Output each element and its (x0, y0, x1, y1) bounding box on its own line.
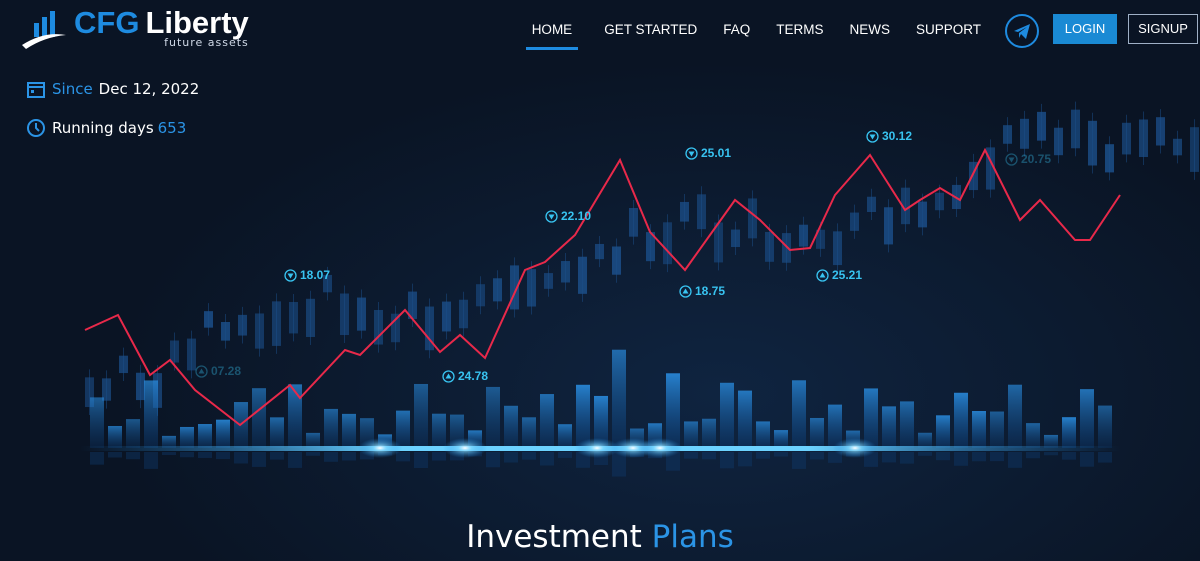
nav-link[interactable]: SUPPORT (915, 22, 981, 37)
direction-icon (679, 284, 692, 298)
nav-link[interactable]: TERMS (776, 22, 824, 37)
tagline: future assets (164, 36, 249, 49)
price-label: 07.28 (195, 364, 241, 378)
price-label: 25.21 (816, 268, 862, 282)
direction-icon (442, 369, 455, 383)
title-first: Investment (466, 519, 642, 555)
brand-suffix: Liberty (145, 5, 249, 40)
since-label: Since (52, 80, 93, 98)
telegram-button[interactable] (1005, 14, 1039, 48)
since-value: Dec 12, 2022 (98, 80, 200, 98)
price-label: 20.75 (1005, 152, 1051, 166)
clock-icon (27, 119, 45, 137)
price-text: 18.07 (300, 268, 331, 282)
price-text: 07.28 (211, 364, 242, 378)
direction-icon (195, 364, 208, 378)
section-title: Investment Plans (0, 519, 1200, 555)
price-label: 22.10 (545, 209, 591, 223)
running-value: 653 (157, 119, 187, 137)
brand: CFG Liberty (74, 5, 249, 40)
price-label: 25.01 (685, 146, 731, 160)
price-label: 24.78 (442, 369, 488, 383)
login-button[interactable]: LOGIN (1053, 14, 1117, 44)
direction-icon (1005, 152, 1018, 166)
nav-link[interactable]: GET STARTED (604, 22, 698, 37)
running-label: Running days (52, 119, 154, 137)
price-text: 25.01 (701, 146, 732, 160)
direction-icon (685, 146, 698, 160)
title-second: Plans (651, 519, 734, 555)
direction-icon (545, 209, 558, 223)
nav-link[interactable]: FAQ (723, 22, 751, 37)
logo-icon (22, 10, 66, 49)
nav: HOME GET STARTED FAQ TERMS NEWS SUPPORT (525, 22, 981, 50)
price-text: 20.75 (1021, 152, 1052, 166)
price-label: 30.12 (866, 129, 912, 143)
calendar-icon (27, 82, 45, 98)
nav-link[interactable]: NEWS (849, 22, 890, 37)
price-text: 24.78 (458, 369, 489, 383)
price-text: 22.10 (561, 209, 592, 223)
nav-link[interactable]: HOME (525, 22, 579, 50)
since-stat: Since Dec 12, 2022 (26, 79, 199, 99)
direction-icon (866, 129, 879, 143)
price-text: 18.75 (695, 284, 726, 298)
direction-icon (816, 268, 829, 282)
price-label: 18.07 (284, 268, 330, 282)
running-stat: Running days 653 (26, 118, 186, 138)
signup-button[interactable]: SIGNUP (1128, 14, 1198, 44)
telegram-icon (1014, 24, 1030, 39)
brand-prefix: CFG (74, 5, 140, 40)
price-text: 25.21 (832, 268, 863, 282)
direction-icon (284, 268, 297, 282)
logo[interactable]: CFG Liberty future assets (20, 5, 249, 49)
price-text: 30.12 (882, 129, 913, 143)
price-label: 18.75 (679, 284, 725, 298)
